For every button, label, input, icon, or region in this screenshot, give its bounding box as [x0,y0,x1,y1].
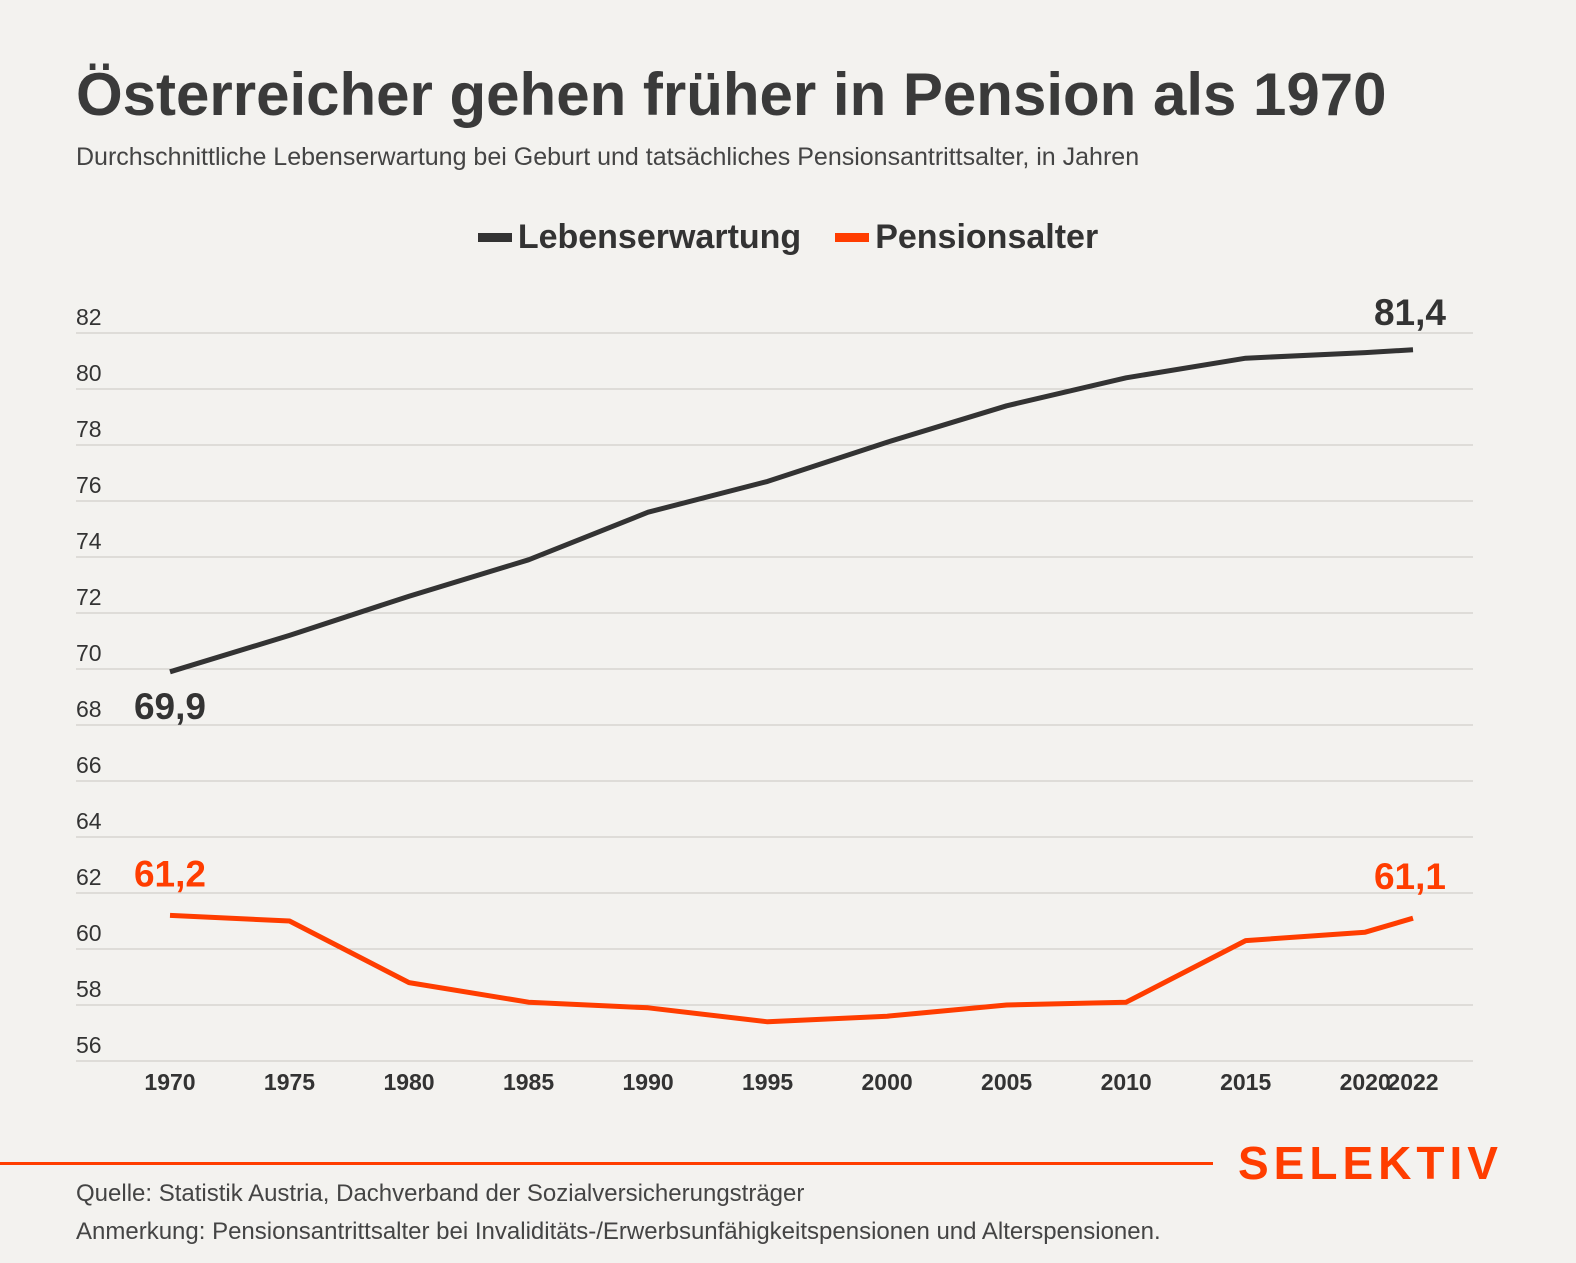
x-tick-label: 1975 [264,1069,315,1095]
y-tick-label: 62 [76,864,102,890]
legend: Lebenserwartung Pensionsalter [0,218,1576,257]
x-tick-label: 1985 [503,1069,554,1095]
line-chart: 56 58 60 62 64 66 68 70 72 74 76 78 80 82 1970 1975 1980… [76,292,1473,1095]
legend-swatch-pension-age [835,233,870,242]
y-tick-label: 80 [76,360,102,386]
y-tick-label: 68 [76,696,102,722]
y-tick-label: 56 [76,1032,102,1058]
y-tick-label: 70 [76,640,102,666]
data-label-life-start: 69,9 [134,686,206,727]
x-tick-label: 2010 [1101,1069,1152,1095]
x-tick-label: 1980 [383,1069,434,1095]
legend-swatch-life-expectancy [477,233,512,242]
y-tick-label: 74 [76,528,102,554]
data-label-pension-start: 61,2 [134,853,206,894]
legend-item-pension-age: Pensionsalter [835,218,1098,257]
y-tick-label: 60 [76,920,102,946]
source-note: Quelle: Statistik Austria, Dachverband d… [76,1180,805,1207]
legend-label-pension-age: Pensionsalter [875,218,1099,256]
x-tick-label: 2022 [1387,1069,1438,1095]
series-line-pension-age [169,912,1414,1025]
data-label-pension-end: 61,1 [1374,856,1446,897]
x-tick-label: 1995 [742,1069,793,1095]
y-tick-label: 76 [76,472,102,498]
y-tick-label: 66 [76,752,102,778]
brand-logo: SELEKTIV [1238,1137,1503,1189]
y-tick-label: 58 [76,976,102,1002]
x-tick-label: 2005 [981,1069,1032,1095]
remark-note: Anmerkung: Pensionsantrittsalter bei Inv… [76,1218,1161,1245]
y-tick-label: 82 [76,304,102,330]
y-tick-label: 64 [76,808,102,834]
x-tick-label: 1970 [144,1069,195,1095]
legend-label-life-expectancy: Lebenserwartung [517,218,802,256]
chart-title: Österreicher gehen früher in Pension als… [76,61,1387,128]
x-tick-label: 2020 [1340,1069,1391,1095]
data-label-life-end: 81,4 [1374,292,1446,333]
chart-subtitle: Durchschnittliche Lebenserwartung bei Ge… [76,143,1140,171]
y-tick-label: 72 [76,584,102,610]
footer-divider [0,1162,1213,1165]
x-tick-label: 2000 [862,1069,913,1095]
legend-item-life-expectancy: Lebenserwartung [477,218,802,257]
series-line-life-expectancy [169,347,1414,675]
x-tick-label: 1990 [622,1069,673,1095]
x-tick-label: 2015 [1220,1069,1271,1095]
y-tick-label: 78 [76,416,102,442]
